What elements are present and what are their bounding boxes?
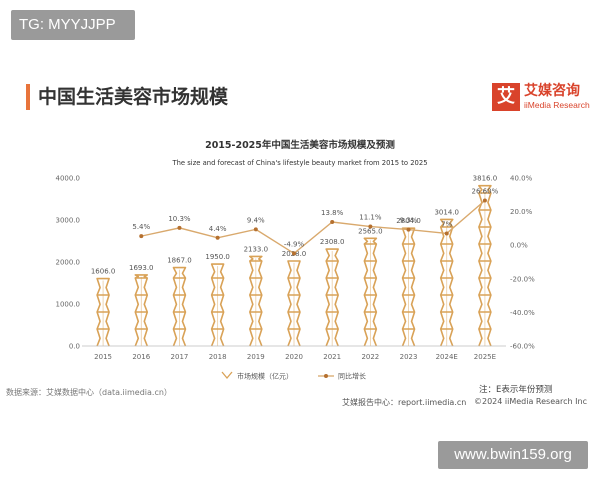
forecast-note: 注：E表示年份预测 [479,385,553,395]
y-right-tick-label: -20.0% [510,275,535,283]
growth-point-2023 [406,227,411,232]
growth-value-label: 4.4% [209,225,227,233]
legend-label: 同比增长 [338,372,366,381]
bar-2025E: 3816.0 [473,175,498,347]
growth-value-label: 9.4% [247,216,265,224]
growth-point-2021 [330,220,335,225]
bar-2019: 2133.0 [244,245,269,347]
header-accent-bar [26,84,30,110]
bar-value-label: 3014.0 [434,208,459,216]
growth-value-label: 11.1% [359,214,382,222]
y-right-tick-label: -60.0% [510,343,535,351]
x-tick-label: 2022 [361,353,379,361]
growth-line-series: 5.4% 10.3% 4.4% 9.4% -4.9% 13.8% 11.1% 9.3% 7% 26… [132,188,499,256]
bar-value-label: 2308.0 [320,238,345,246]
x-tick-label: 2017 [171,353,189,361]
x-tick-label: 2025E [474,353,496,361]
x-tick-label: 2021 [323,353,341,361]
growth-value-label: 5.4% [132,223,150,231]
legend-item-growth: 同比增长 [318,372,366,381]
y-right-tick-label: -40.0% [510,309,535,317]
bar-2015: 1606.0 [91,268,116,347]
growth-value-label: 26.60% [472,188,499,196]
bar-series: 1606.0 1693.0 1867.0 1950.0 2133.0 2028.0 2308… [91,175,498,347]
x-tick-label: 2019 [247,353,265,361]
legend-swatch-bar [221,371,233,380]
x-tick-label: 2020 [285,353,303,361]
bar-2018: 1950.0 [205,253,230,347]
y-left-tick-label: 3000.0 [56,217,81,225]
legend-swatch-dot [324,374,328,378]
growth-point-2018 [215,235,220,240]
x-tick-label: 2015 [94,353,112,361]
growth-line [141,199,486,255]
x-tick-label: 2018 [209,353,227,361]
y-right-tick-label: 0.0% [510,242,528,250]
growth-point-2017 [177,225,182,230]
logo-en-text: iiMedia Research [524,100,590,110]
growth-value-label: -4.9% [284,240,305,248]
x-axis: 2015 2016 2017 2018 2019 2020 2021 2022 2023 2024… [82,345,506,361]
growth-value-label: 10.3% [168,215,191,223]
bar-value-label: 3816.0 [473,175,498,183]
x-tick-label: 2016 [132,353,150,361]
legend-item-market-size: 市场规模（亿元） [221,371,293,381]
bar-value-label: 2804.0 [396,217,421,225]
left-axis: 0.0 1000.0 2000.0 3000.0 4000.0 [56,175,81,351]
y-right-tick-label: 20.0% [510,208,533,216]
growth-point-2025E [482,198,487,203]
watermark: www.bwin159.org [438,441,588,469]
growth-point-2019 [253,227,258,232]
growth-value-label: 7% [441,220,452,228]
y-left-tick-label: 0.0 [69,343,80,351]
chart-legend: 市场规模（亿元） 同比增长 [221,371,366,381]
bar-value-label: 2133.0 [244,245,269,253]
logo-cn-text: 艾媒咨询 [524,83,580,99]
right-axis: -60.0% -40.0% -20.0% 0.0% 20.0% 40.0% [510,175,535,351]
y-left-tick-label: 4000.0 [56,175,81,183]
growth-value-label: 13.8% [321,209,344,217]
page-title: 中国生活美容市场规模 [38,86,229,108]
growth-point-2022 [368,224,373,229]
bar-2020: 2028.0 [282,250,306,347]
growth-point-2020 [292,251,296,256]
chart-subtitle: The size and forecast of China's lifesty… [171,159,427,167]
y-left-tick-label: 1000.0 [56,301,81,309]
growth-point-2024E [444,231,449,236]
y-right-tick-label: 40.0% [510,175,533,183]
growth-value-label: 9.3% [400,217,418,225]
tg-tag: TG: MYYJJPP [11,10,135,40]
x-tick-label: 2024E [436,353,458,361]
x-tick-label: 2023 [400,353,418,361]
bar-2016: 1693.0 [129,264,154,347]
bar-value-label: 1950.0 [205,253,230,261]
logo-mark: 艾 [492,83,520,111]
bar-value-label: 1867.0 [167,257,192,265]
copyright: ©2024 iiMedia Research Inc [474,397,587,406]
bar-2024E: 3014.0 [434,208,459,347]
bar-2021: 2308.0 [320,238,345,347]
report-center-link[interactable]: 艾媒报告中心：report.iimedia.cn [342,398,467,407]
bar-2023: 2804.0 [396,217,421,347]
bar-value-label: 2565.0 [358,227,383,235]
iimedia-logo: 艾 艾媒咨询 iiMedia Research [492,83,596,113]
legend-label: 市场规模（亿元） [237,372,293,381]
bar-2022: 2565.0 [358,227,383,347]
y-left-tick-label: 2000.0 [56,259,81,267]
bar-value-label: 1693.0 [129,264,154,272]
chart-title: 2015-2025年中国生活美容市场规模及预测 [205,139,395,151]
bar-2017: 1867.0 [167,257,192,347]
bar-value-label: 1606.0 [91,268,116,276]
growth-point-2016 [139,234,144,239]
data-source: 数据来源：艾媒数据中心（data.iimedia.cn） [6,388,172,397]
